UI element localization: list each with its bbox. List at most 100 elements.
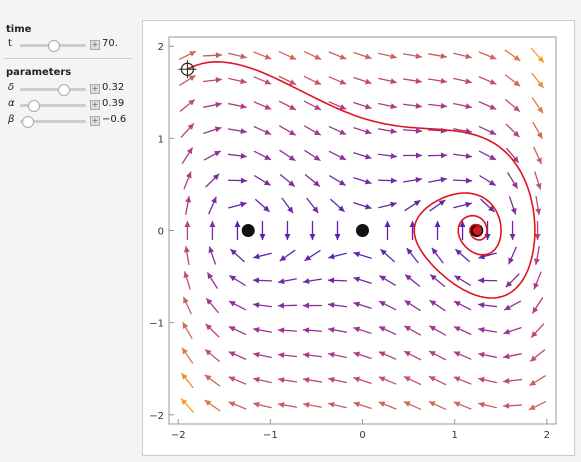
arrow-head [314,104,321,110]
arrow-head [364,128,372,135]
control-panel: time t + 70. parameters δ + 0.32 α + 0.3… [0,0,136,462]
arrow-head [390,177,398,184]
arrow-head [338,179,346,186]
arrow-head [404,300,412,307]
arrow-head [328,253,335,260]
arrow-head [289,129,296,136]
arrow-head [181,398,188,405]
arrow-head [478,351,485,358]
beta-control[interactable]: β + −0.6 [6,114,136,128]
arrow-head [334,234,341,240]
slider-track[interactable] [20,120,86,123]
arrow-head [303,352,310,359]
arrow-head [211,196,217,204]
arrow-head [353,376,361,383]
expand-button[interactable]: + [90,40,100,50]
arrow-head [465,177,473,184]
arrow-head [378,376,386,382]
expand-button[interactable]: + [90,84,100,94]
arrow-head [465,103,472,110]
t-control[interactable]: t + 70. [6,38,136,52]
arrow-head [536,157,542,165]
arrow-head [313,154,321,161]
arrow-head [453,326,461,332]
arrow-head [511,181,518,189]
arrow-head [240,177,247,184]
arrow-head [302,302,309,309]
arrow-head [509,234,516,240]
slider-knob[interactable] [22,116,34,128]
arrow-head [478,277,485,284]
arrow-head [513,105,520,112]
expand-button[interactable]: + [90,116,100,126]
arrow-head [530,355,537,362]
arrow-head [454,275,462,282]
alpha-name: α [8,98,15,109]
arrow-head [534,234,541,240]
arrow-head [364,203,372,210]
beta-name: β [8,114,15,125]
arrow-head [416,152,423,159]
arrow-head [339,79,347,85]
arrow-head [240,152,247,159]
arrow-head [429,351,436,357]
arrow-head [512,130,520,138]
arrow-head [505,280,513,288]
arrow-head [314,129,321,136]
arrow-head [512,156,519,163]
arrow-head [364,178,372,185]
arrow-head [353,326,361,333]
arrow-head [428,401,436,407]
arrow-head [229,301,236,307]
arrow-head [364,53,372,60]
arrow-head [504,304,511,311]
slider-knob[interactable] [58,84,70,96]
arrow-head [240,78,247,85]
arrow-head [288,154,296,161]
arrow-head [390,152,397,159]
arrow-head [215,52,222,59]
arrow-head [303,401,310,408]
arrow-head [284,234,291,240]
slider-track[interactable] [20,104,86,107]
arrow-head [440,53,447,59]
arrow-head [264,154,271,160]
arrow-head [339,104,347,110]
arrow-head [204,374,212,381]
arrow-head [303,278,310,285]
arrow-head [513,80,521,87]
arrow-head [264,53,272,60]
arrow-head [182,322,189,330]
x-tick-label: 1 [451,430,457,441]
arrow-head [279,255,287,261]
arrow-head [465,152,472,159]
arrow-head [478,302,485,309]
arrow-head [259,234,266,240]
slider-knob[interactable] [48,40,60,52]
arrow-head [288,180,295,187]
arrow-head [459,221,466,227]
slider-track[interactable] [20,88,86,91]
arrow-head [228,376,236,382]
locator-cross [178,60,197,79]
arrow-head [185,171,192,179]
arrow-head [205,349,212,356]
alpha-value: 0.39 [102,98,125,109]
arrow-head [240,128,247,135]
alpha-control[interactable]: α + 0.39 [6,98,136,112]
arrow-head [183,296,189,304]
arrow-head [277,302,285,309]
arrow-head [531,331,538,338]
arrow-head [240,53,247,60]
arrow-head [289,54,297,60]
delta-control[interactable]: δ + 0.32 [6,82,136,96]
slider-knob[interactable] [28,100,40,112]
expand-button[interactable]: + [90,100,100,110]
y-tick-label: 0 [158,227,164,238]
arrow-head [328,351,335,358]
arrow-head [353,251,361,258]
arrow-head [228,351,236,357]
arrow-head [229,275,237,282]
y-tick-label: −1 [149,319,164,330]
